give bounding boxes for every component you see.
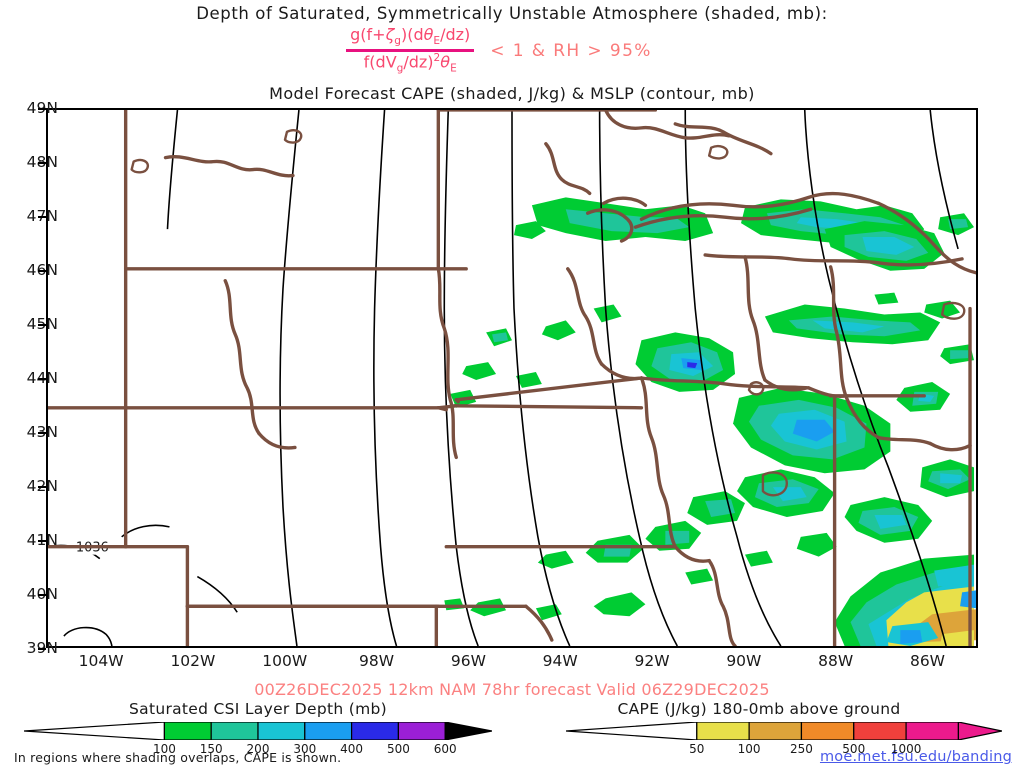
lat-label-39n: 39N xyxy=(26,639,58,657)
colorbar-tick-csi: 150 xyxy=(199,742,223,756)
lon-label-90w: 90W xyxy=(726,652,762,670)
formula-numerator: g(f+ζg)(dθE/dz) xyxy=(350,25,471,48)
colorbar-swatch xyxy=(853,722,907,740)
lat-label-49n: 49N xyxy=(26,99,58,117)
lat-tick xyxy=(38,378,46,380)
lat-tick xyxy=(38,216,46,218)
colorbar-swatch xyxy=(210,722,259,740)
lat-tick xyxy=(38,108,46,110)
colorbar-tick-cape: 1000 xyxy=(890,742,922,756)
lat-label-42n: 42N xyxy=(26,477,58,495)
colorbar-swatches-cape xyxy=(566,722,1002,740)
lat-label-41n: 41N xyxy=(26,531,58,549)
lat-tick xyxy=(38,648,46,650)
colorbar-swatch xyxy=(304,722,353,740)
colorbar-tick-csi: 600 xyxy=(433,742,457,756)
lat-label-47n: 47N xyxy=(26,207,58,225)
colorbar-tick-csi: 200 xyxy=(246,742,270,756)
mslp-contour-layer xyxy=(48,110,959,646)
lat-label-46n: 46N xyxy=(26,261,58,279)
colorbar-tick-csi: 100 xyxy=(152,742,176,756)
colorbar-tick-cape: 250 xyxy=(789,742,813,756)
lon-label-102w: 102W xyxy=(170,652,216,670)
colorbar-swatches-csi xyxy=(24,722,492,740)
lon-label-104w: 104W xyxy=(78,652,124,670)
colorbar-under-wedge xyxy=(24,722,165,740)
lon-label-86w: 86W xyxy=(909,652,946,670)
colorbar-swatch xyxy=(397,722,446,740)
colorbar-swatch xyxy=(351,722,400,740)
colorbar-tick-cape: 500 xyxy=(842,742,866,756)
colorbar-under-wedge xyxy=(566,722,698,740)
colorbar-swatch xyxy=(257,722,306,740)
colorbar-tick-csi: 500 xyxy=(386,742,410,756)
colorbar-cape[interactable] xyxy=(566,722,1002,740)
colorbar-title-csi: Saturated CSI Layer Depth (mb) xyxy=(129,700,387,718)
lon-label-94w: 94W xyxy=(542,652,578,670)
lon-label-96w: 96W xyxy=(450,652,486,670)
shading-layer xyxy=(444,197,976,646)
subtitle: Model Forecast CAPE (shaded, J/kg) & MSL… xyxy=(269,84,755,103)
lon-label-92w: 92W xyxy=(634,652,670,670)
lat-label-40n: 40N xyxy=(26,585,58,603)
colorbar-csi[interactable] xyxy=(24,722,492,740)
lon-label-98w: 98W xyxy=(359,652,395,670)
state-boundaries-layer xyxy=(48,110,976,646)
colorbar-title-cape: CAPE (J/kg) 180-0mb above ground xyxy=(617,700,901,718)
lat-tick xyxy=(38,162,46,164)
lon-label-100w: 100W xyxy=(262,652,308,670)
title-block: Depth of Saturated, Symmetrically Unstab… xyxy=(0,0,1024,104)
lat-label-48n: 48N xyxy=(26,153,58,171)
formula-denominator: f(dVg/dz)2θE xyxy=(363,52,457,75)
lat-tick xyxy=(38,432,46,434)
formula-condition: < 1 & RH > 95% xyxy=(490,40,652,61)
colorbar-swatch xyxy=(748,722,803,740)
forecast-map[interactable]: 1036 xyxy=(46,108,978,648)
source-site-link[interactable]: moe.met.fsu.edu/banding xyxy=(819,749,1012,765)
lat-tick xyxy=(38,324,46,326)
lat-tick xyxy=(38,594,46,596)
colorbar-tick-csi: 400 xyxy=(340,742,364,756)
lon-label-88w: 88W xyxy=(818,652,854,670)
colorbar-tick-csi: 300 xyxy=(293,742,317,756)
colorbar-tick-cape: 100 xyxy=(737,742,761,756)
page-title: Depth of Saturated, Symmetrically Unstab… xyxy=(196,4,828,23)
map-canvas: 1036 xyxy=(48,110,976,646)
lat-label-44n: 44N xyxy=(26,369,58,387)
lat-tick xyxy=(38,270,46,272)
colorbar-tick-cape: 50 xyxy=(689,742,705,756)
colorbar-over-wedge xyxy=(957,722,1002,740)
colorbar-swatch xyxy=(905,722,959,740)
lat-tick xyxy=(38,540,46,542)
lat-tick xyxy=(38,486,46,488)
colorbar-over-wedge xyxy=(444,722,492,740)
forecast-valid-line: 00Z26DEC2025 12km NAM 78hr forecast Vali… xyxy=(254,680,770,699)
colorbar-swatch xyxy=(163,722,212,740)
formula-fraction: g(f+ζg)(dθE/dz) f(dVg/dz)2θE xyxy=(346,25,475,75)
csi-formula: g(f+ζg)(dθE/dz) f(dVg/dz)2θE < 1 & RH > … xyxy=(0,26,1024,75)
lat-label-43n: 43N xyxy=(26,423,58,441)
overlap-note: In regions where shading overlaps, CAPE … xyxy=(14,750,342,765)
fraction-bar xyxy=(346,49,475,53)
colorbar-swatch xyxy=(800,722,855,740)
lat-label-45n: 45N xyxy=(26,315,58,333)
colorbar-swatch xyxy=(696,722,750,740)
